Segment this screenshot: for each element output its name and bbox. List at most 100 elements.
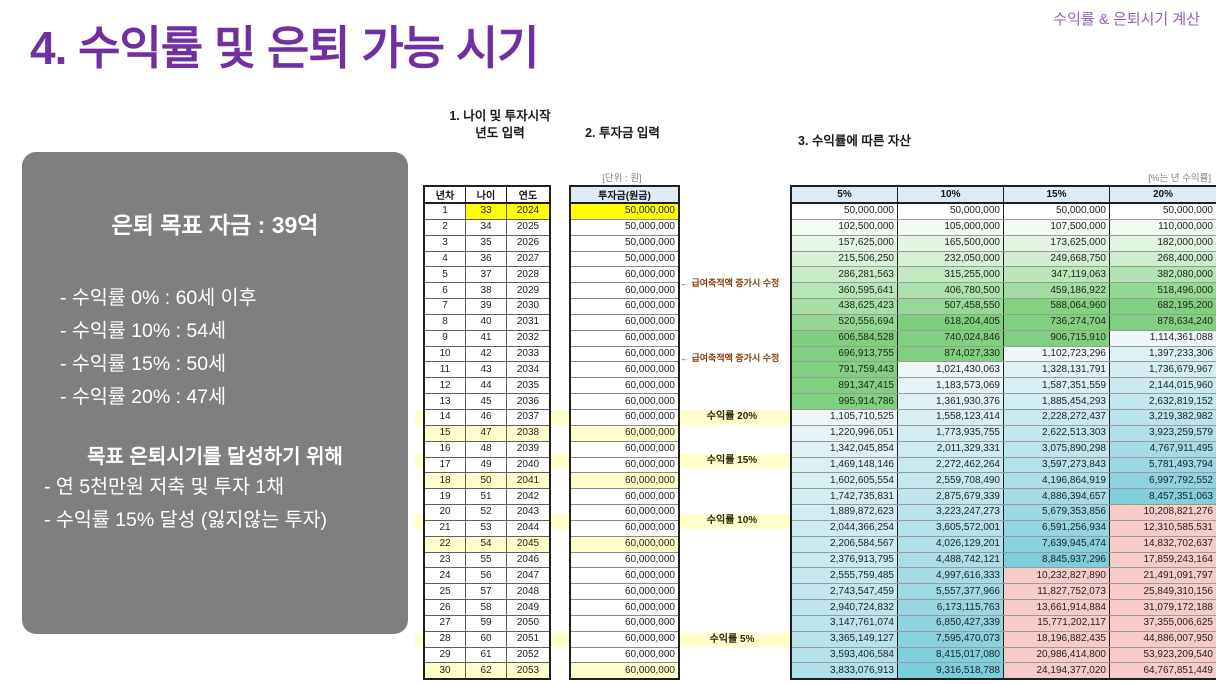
- cell-asset-20%: 878,634,240: [1109, 313, 1216, 331]
- cell-asset-10%: 1,183,573,069: [897, 377, 1004, 395]
- cell-asset-15%: 2,228,272,437: [1003, 408, 1110, 426]
- cell-principal: 60,000,000: [569, 266, 680, 284]
- cell-year-index: 28: [423, 630, 466, 648]
- cell-age: 33: [465, 202, 507, 220]
- cell-age: 51: [465, 488, 507, 506]
- step1-line1: 1. 나이 및 투자시작: [449, 109, 551, 123]
- table-row: 438,625,423 507,458,550 588,064,960 682,195…: [790, 298, 1216, 315]
- asset-table: 5% 10% 15% 20% 50,000,000 50,000,000 50,00…: [790, 185, 1216, 681]
- left-table-body: 1 33 2024 2 34 2025 3 35 2026 4 36 2027 5 37 2028 6 38 20…: [423, 202, 551, 680]
- cell-year-index: 17: [423, 456, 466, 474]
- cell-asset-5%: 520,556,694: [790, 313, 898, 331]
- cell-asset-5%: 1,889,872,623: [790, 504, 898, 521]
- cell-year-index: 21: [423, 519, 466, 537]
- cell-asset-10%: 406,780,500: [897, 282, 1004, 300]
- cell-age: 42: [465, 345, 507, 363]
- table-row: 60,000,000: [569, 472, 680, 490]
- cell-year-index: 9: [423, 329, 466, 347]
- cell-principal: 60,000,000: [569, 519, 680, 537]
- table-row: 18 50 2041: [423, 472, 551, 490]
- table-row: 215,506,250 232,050,000 249,668,750 268,400…: [790, 250, 1216, 268]
- table-row: 2,206,584,567 4,026,129,201 7,639,945,474 1…: [790, 535, 1216, 553]
- rate-reach-note: 수익률 10%: [706, 514, 758, 526]
- table-row: 50,000,000 50,000,000 50,000,000 50,000,000: [790, 202, 1216, 220]
- cell-asset-5%: 791,759,443: [790, 361, 898, 379]
- cell-asset-5%: 1,342,045,854: [790, 440, 898, 458]
- table-row: 1,220,996,051 1,773,935,755 2,622,513,303 3…: [790, 424, 1216, 442]
- cell-asset-10%: 1,361,930,376: [897, 393, 1004, 410]
- cell-asset-20%: 1,736,679,967: [1109, 361, 1216, 379]
- col-header-20pct: 20%: [1109, 185, 1216, 204]
- rate-unit-note: [%는 년 수익률]: [1148, 173, 1211, 184]
- cell-asset-20%: 21,491,091,797: [1109, 567, 1216, 585]
- cell-age: 56: [465, 567, 507, 585]
- cell-year-index: 3: [423, 234, 466, 252]
- cell-year: 2029: [506, 282, 551, 300]
- table-row: 3,833,076,913 9,316,518,788 24,194,377,020…: [790, 662, 1216, 680]
- cell-asset-20%: 53,923,209,540: [1109, 646, 1216, 664]
- table-row: 60,000,000: [569, 535, 680, 553]
- table-row: 102,500,000 105,000,000 107,500,000 110,000…: [790, 218, 1216, 236]
- cell-asset-15%: 1,587,351,559: [1003, 377, 1110, 395]
- cell-age: 59: [465, 614, 507, 632]
- cell-year-index: 13: [423, 393, 466, 410]
- corner-label: 수익률 & 은퇴시기 계산: [1053, 11, 1200, 28]
- cell-asset-5%: 3,833,076,913: [790, 662, 898, 680]
- cell-asset-10%: 2,272,462,264: [897, 456, 1004, 474]
- cell-asset-5%: 606,584,528: [790, 329, 898, 347]
- table-row: 27 59 2050: [423, 614, 551, 632]
- cell-asset-10%: 6,850,427,339: [897, 614, 1004, 632]
- cell-asset-20%: 25,849,310,156: [1109, 583, 1216, 601]
- cell-asset-5%: 2,206,584,567: [790, 535, 898, 553]
- cell-year-index: 26: [423, 599, 466, 616]
- cell-asset-15%: 107,500,000: [1003, 218, 1110, 236]
- goal-list: - 연 5천만원 저축 및 투자 1채 - 수익률 15% 달성 (잃지않는 투…: [44, 471, 408, 537]
- table-row: 10 42 2033: [423, 345, 551, 363]
- cell-age: 60: [465, 630, 507, 648]
- table-row: 50,000,000: [569, 234, 680, 252]
- cell-asset-20%: 64,767,851,449: [1109, 662, 1216, 680]
- cell-asset-5%: 1,220,996,051: [790, 424, 898, 442]
- table-row: 9 41 2032: [423, 329, 551, 347]
- cell-asset-10%: 1,021,430,063: [897, 361, 1004, 379]
- asset-table-body: 50,000,000 50,000,000 50,000,000 50,000,000…: [790, 202, 1216, 680]
- cell-year: 2048: [506, 583, 551, 601]
- cell-principal: 60,000,000: [569, 424, 680, 442]
- cell-principal: 50,000,000: [569, 218, 680, 236]
- cell-year: 2039: [506, 440, 551, 458]
- col-header-principal: 투자금(원금): [569, 185, 680, 204]
- cell-asset-20%: 44,886,007,950: [1109, 630, 1216, 648]
- table-row: 2,044,366,254 3,605,572,001 6,591,256,934 1…: [790, 519, 1216, 537]
- step1-header: 1. 나이 및 투자시작 년도 입력: [425, 108, 575, 142]
- cell-asset-10%: 507,458,550: [897, 298, 1004, 315]
- increase-note: ← 급여축적액 증가시 수정: [680, 352, 780, 363]
- summary-panel: 은퇴 목표 자금 : 39억 - 수익률 0% : 60세 이후 - 수익률 1…: [22, 152, 408, 634]
- cell-year: 2052: [506, 646, 551, 664]
- table-row: 15 47 2038: [423, 424, 551, 442]
- cell-asset-10%: 618,204,405: [897, 313, 1004, 331]
- step3-header: 3. 수익률에 따른 자산: [798, 134, 911, 148]
- cell-asset-15%: 173,625,000: [1003, 234, 1110, 252]
- table-row: 1,342,045,854 2,011,329,331 3,075,890,298 4…: [790, 440, 1216, 458]
- cell-year: 2038: [506, 424, 551, 442]
- table-row: 12 44 2035: [423, 377, 551, 395]
- cell-asset-10%: 8,415,017,080: [897, 646, 1004, 664]
- cell-asset-20%: 5,781,493,794: [1109, 456, 1216, 474]
- cell-asset-5%: 360,595,641: [790, 282, 898, 300]
- cell-age: 55: [465, 551, 507, 569]
- cell-asset-5%: 438,625,423: [790, 298, 898, 315]
- table-row: 2 34 2025: [423, 218, 551, 236]
- col-header-10pct: 10%: [897, 185, 1004, 204]
- table-row: 696,913,755 874,027,330 1,102,723,296 1,397…: [790, 345, 1216, 363]
- cell-age: 41: [465, 329, 507, 347]
- table-row: 25 57 2048: [423, 583, 551, 601]
- cell-age: 43: [465, 361, 507, 379]
- cell-principal: 60,000,000: [569, 567, 680, 585]
- cell-principal: 60,000,000: [569, 614, 680, 632]
- cell-asset-20%: 182,000,000: [1109, 234, 1216, 252]
- cell-principal: 60,000,000: [569, 630, 680, 648]
- principal-table-body: 50,000,000 50,000,000 50,000,000 50,000,000…: [569, 202, 680, 680]
- table-row: 1,742,735,831 2,875,679,339 4,886,394,657 8…: [790, 488, 1216, 506]
- cell-year-index: 25: [423, 583, 466, 601]
- cell-principal: 50,000,000: [569, 234, 680, 252]
